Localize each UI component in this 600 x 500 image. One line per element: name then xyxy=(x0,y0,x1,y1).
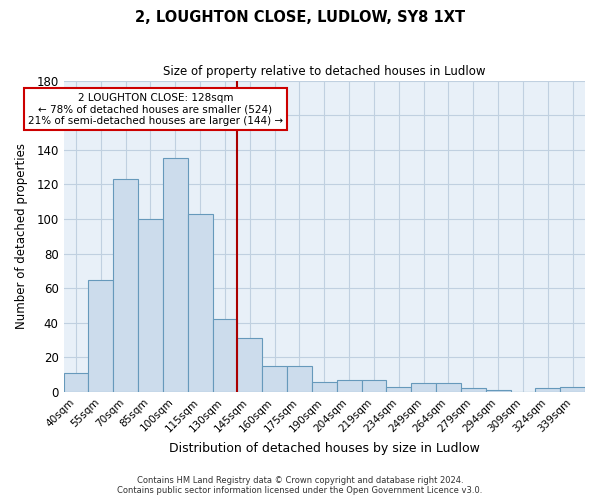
Bar xyxy=(64,373,88,392)
Bar xyxy=(436,384,461,392)
Bar xyxy=(362,380,386,392)
Bar xyxy=(163,158,188,392)
Bar xyxy=(337,380,362,392)
X-axis label: Distribution of detached houses by size in Ludlow: Distribution of detached houses by size … xyxy=(169,442,480,455)
Bar xyxy=(212,320,238,392)
Bar xyxy=(411,384,436,392)
Y-axis label: Number of detached properties: Number of detached properties xyxy=(15,144,28,330)
Text: 2, LOUGHTON CLOSE, LUDLOW, SY8 1XT: 2, LOUGHTON CLOSE, LUDLOW, SY8 1XT xyxy=(135,10,465,25)
Bar xyxy=(485,390,511,392)
Bar xyxy=(560,387,585,392)
Text: Contains HM Land Registry data © Crown copyright and database right 2024.
Contai: Contains HM Land Registry data © Crown c… xyxy=(118,476,482,495)
Bar xyxy=(386,387,411,392)
Bar xyxy=(88,280,113,392)
Bar xyxy=(138,219,163,392)
Bar xyxy=(287,366,312,392)
Bar xyxy=(461,388,485,392)
Bar xyxy=(113,179,138,392)
Text: 2 LOUGHTON CLOSE: 128sqm
← 78% of detached houses are smaller (524)
21% of semi-: 2 LOUGHTON CLOSE: 128sqm ← 78% of detach… xyxy=(28,92,283,126)
Title: Size of property relative to detached houses in Ludlow: Size of property relative to detached ho… xyxy=(163,65,485,78)
Bar xyxy=(312,382,337,392)
Bar xyxy=(535,388,560,392)
Bar xyxy=(238,338,262,392)
Bar xyxy=(262,366,287,392)
Bar xyxy=(188,214,212,392)
